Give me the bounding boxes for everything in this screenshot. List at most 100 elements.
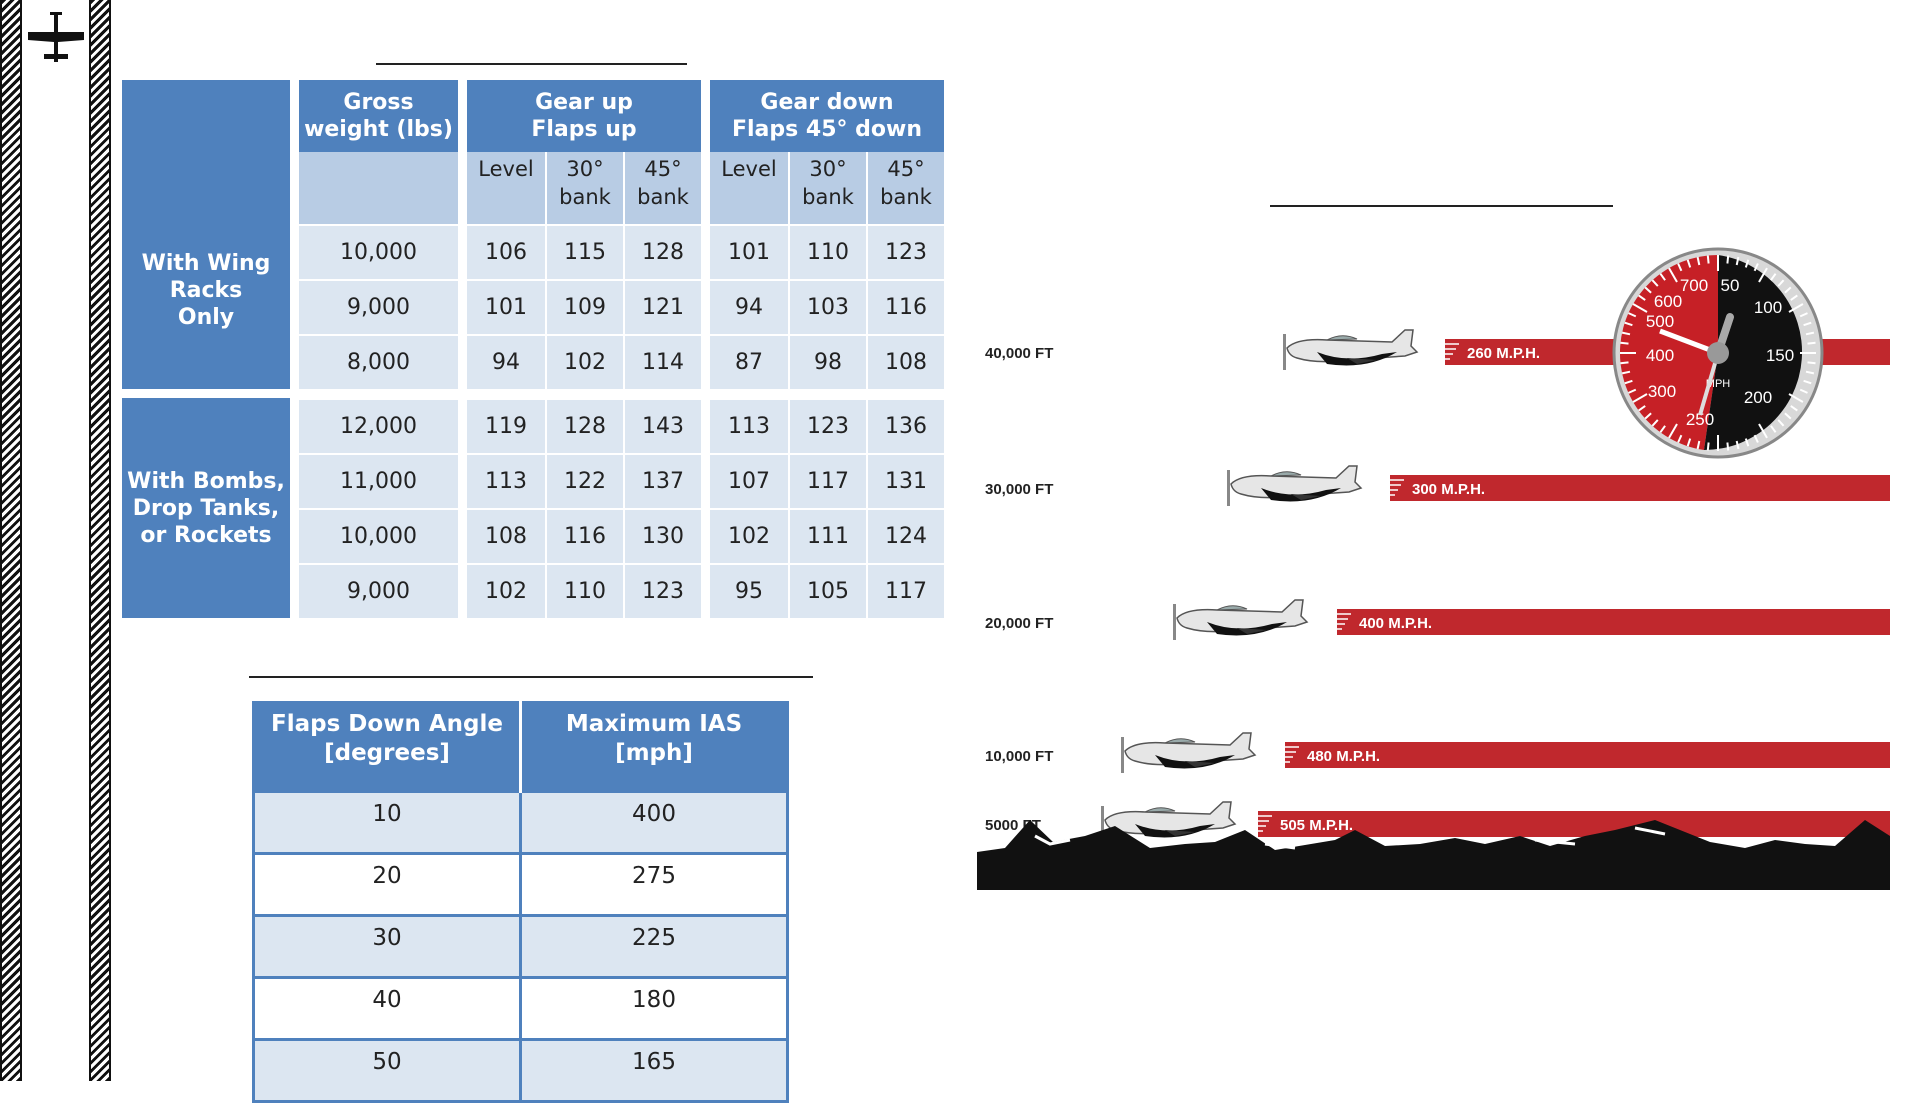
gauge-tick-label: 200	[1744, 388, 1772, 407]
speed-cell: 131	[866, 453, 944, 508]
speed-bar	[1390, 475, 1890, 501]
gross-weight-cell: 9,000	[299, 563, 458, 618]
table-row: 10 400	[252, 790, 789, 855]
flaps-angle-cell: 40	[252, 976, 522, 1041]
speed-cell: 113	[710, 398, 788, 453]
speed-cell: 128	[545, 398, 623, 453]
altitude-label: 40,000 FT	[985, 345, 1053, 362]
max-ias-cell: 275	[519, 852, 789, 917]
table-row: 10,000 106 115 128 101 110 123	[122, 224, 944, 279]
gauge-tick-label: 150	[1766, 346, 1794, 365]
speed-cell: 102	[467, 563, 545, 618]
speed-cell: 106	[467, 224, 545, 279]
gross-weight-cell: 10,000	[299, 224, 458, 279]
gauge-tick-label: 50	[1721, 276, 1740, 295]
altitude-label: 20,000 FT	[985, 615, 1053, 632]
subheader-45-bank: 45° bank	[866, 152, 944, 224]
altitude-label: 10,000 FT	[985, 748, 1053, 765]
stall-table-title-rule	[376, 63, 687, 65]
speed-cell: 123	[788, 398, 866, 453]
table-row: 9,000 102 110 123 95 105 117	[122, 563, 944, 618]
group-label-wing-racks: With Wing Racks Only	[122, 152, 290, 389]
speed-cell: 105	[788, 563, 866, 618]
speed-cell: 110	[545, 563, 623, 618]
gauge-red-sector	[1619, 255, 1718, 450]
speed-cell: 114	[623, 334, 701, 389]
table-row: 30 225	[252, 914, 789, 979]
aircraft-icon	[1226, 465, 1362, 507]
gauge-tick-label: 300	[1648, 382, 1676, 401]
speed-cell: 108	[467, 508, 545, 563]
table-row: 50 165	[252, 1038, 789, 1103]
speed-bar	[1285, 742, 1890, 768]
gross-weight-cell: 9,000	[299, 279, 458, 334]
stall-speed-table: Gross weight (lbs) Gear up Flaps up Gear d…	[122, 80, 944, 618]
speed-cell: 113	[467, 453, 545, 508]
gauge-tick-label: 400	[1646, 346, 1674, 365]
gauge-tick-label: 500	[1646, 312, 1674, 331]
max-ias-cell: 225	[519, 914, 789, 979]
hatched-border-right	[89, 0, 111, 1081]
speed-cell: 98	[788, 334, 866, 389]
speed-cell: 115	[545, 224, 623, 279]
speed-cell: 122	[545, 453, 623, 508]
gauge-hub	[1707, 342, 1729, 364]
airplane-icon	[28, 12, 84, 62]
speed-cell: 95	[710, 563, 788, 618]
speed-cell: 119	[467, 398, 545, 453]
flaps-table-title-rule	[249, 676, 813, 678]
subheader-45-bank: 45° bank	[623, 152, 701, 224]
speed-cell: 117	[866, 563, 944, 618]
table-row: 9,000 101 109 121 94 103 116	[122, 279, 944, 334]
subheader-level: Level	[467, 152, 545, 224]
speed-label: 480 M.P.H.	[1307, 748, 1380, 765]
mountain-silhouette	[977, 820, 1890, 890]
table-row: 40 180	[252, 976, 789, 1041]
speed-label: 400 M.P.H.	[1359, 615, 1432, 632]
gauge-tick-label: 700	[1680, 276, 1708, 295]
table-row: 8,000 94 102 114 87 98 108	[122, 334, 944, 389]
gross-weight-header: Gross weight (lbs)	[299, 80, 458, 152]
left-rail	[0, 0, 112, 1081]
speed-cell: 117	[788, 453, 866, 508]
speed-cell: 121	[623, 279, 701, 334]
table-row: 10,000 108 116 130 102 111 124	[122, 508, 944, 563]
flaps-limit-table: Flaps Down Angle [degrees] Maximum IAS [mp…	[252, 701, 789, 1103]
speed-cell: 101	[467, 279, 545, 334]
speed-cell: 102	[710, 508, 788, 563]
gross-weight-cell: 11,000	[299, 453, 458, 508]
subheader-level: Level	[710, 152, 788, 224]
flaps-angle-header: Flaps Down Angle [degrees]	[253, 702, 522, 792]
speed-cell: 94	[467, 334, 545, 389]
subheader-30-bank: 30° bank	[545, 152, 623, 224]
speed-cell: 94	[710, 279, 788, 334]
speed-cell: 111	[788, 508, 866, 563]
speed-label: 300 M.P.H.	[1412, 481, 1485, 498]
aircraft-icon	[1120, 732, 1256, 774]
gauge-tick-label: 100	[1754, 298, 1782, 317]
speed-cell: 87	[710, 334, 788, 389]
speed-cell: 103	[788, 279, 866, 334]
altitude-label: 30,000 FT	[985, 481, 1053, 498]
speed-cell: 107	[710, 453, 788, 508]
table-row: 20 275	[252, 852, 789, 917]
subheader-30-bank: 30° bank	[788, 152, 866, 224]
gross-weight-cell: 10,000	[299, 508, 458, 563]
gear-down-header: Gear down Flaps 45° down	[710, 80, 944, 152]
aircraft-icon	[1172, 599, 1308, 641]
gauge-black-sector	[1704, 255, 1803, 450]
speed-cell: 110	[788, 224, 866, 279]
speed-bar	[1258, 811, 1890, 837]
speed-cell: 124	[866, 508, 944, 563]
speed-cell: 108	[866, 334, 944, 389]
hatched-border-left	[0, 0, 22, 1081]
gross-weight-cell: 8,000	[299, 334, 458, 389]
altitude-speed-illustration: 40,000 FT 260 M.P.H. 30,000 FT 300 M.P.H. 20…	[977, 247, 1890, 890]
speed-cell: 130	[623, 508, 701, 563]
gross-weight-cell: 12,000	[299, 398, 458, 453]
max-ias-cell: 180	[519, 976, 789, 1041]
speed-label: 505 M.P.H.	[1280, 817, 1353, 834]
speed-cell: 116	[866, 279, 944, 334]
max-ias-cell: 400	[519, 790, 789, 855]
